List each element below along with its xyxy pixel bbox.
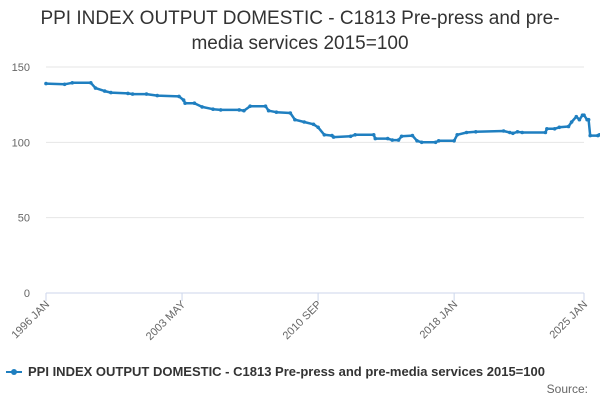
data-point: [415, 139, 419, 143]
chart-title-line-2: media services 2015=100: [191, 33, 409, 54]
data-point: [511, 131, 515, 136]
data-point: [89, 81, 93, 85]
x-tick-label: 2018 JAN: [418, 299, 461, 342]
data-point: [501, 129, 506, 133]
x-tick-label: 2003 MAY: [144, 298, 189, 343]
data-point: [293, 117, 297, 122]
data-point: [433, 140, 438, 145]
data-point: [552, 127, 557, 131]
data-point: [410, 133, 415, 138]
data-point: [102, 89, 107, 93]
axes: 0 50 100 150 1996 JAN 2003 MAY 2010 SEP 2018 JA…: [9, 62, 590, 343]
data-point: [316, 125, 320, 130]
data-point: [371, 133, 376, 137]
data-point: [181, 98, 186, 102]
x-tick-label: 2010 SEP: [281, 299, 325, 343]
data-point: [508, 130, 512, 135]
data-point: [311, 122, 316, 127]
data-point: [353, 133, 358, 137]
data-point: [543, 130, 548, 135]
data-point: [192, 101, 197, 105]
data-point: [348, 134, 353, 139]
data-point: [288, 111, 293, 115]
data-point: [597, 133, 600, 137]
y-tick-label: 150: [12, 62, 30, 74]
grid-lines: [46, 66, 584, 219]
data-point: [177, 94, 181, 99]
legend[interactable]: PPI INDEX OUTPUT DOMESTIC - C1813 Pre-pr…: [6, 364, 545, 379]
data-point: [390, 138, 395, 142]
data-point: [248, 104, 252, 108]
data-point: [436, 139, 441, 143]
data-point: [70, 81, 75, 85]
data-point: [588, 133, 592, 138]
data-point: [464, 130, 469, 135]
data-point: [574, 114, 579, 119]
data-point: [93, 86, 98, 90]
data-point: [419, 140, 424, 145]
y-tick-label: 100: [12, 137, 30, 149]
data-point: [452, 139, 456, 143]
data-point: [144, 92, 149, 96]
data-point: [218, 108, 223, 112]
data-point: [373, 136, 378, 141]
legend-label: PPI INDEX OUTPUT DOMESTIC - C1813 Pre-pr…: [28, 364, 545, 379]
data-point: [274, 110, 279, 114]
data-point: [399, 134, 404, 139]
source-label: Source:: [546, 382, 588, 396]
data-point: [474, 130, 478, 134]
data-point: [242, 108, 246, 113]
data-point: [455, 133, 460, 137]
x-tick-label: 2025 JAN: [547, 299, 590, 342]
data-point: [263, 104, 268, 108]
data-point: [183, 101, 187, 105]
data-point: [396, 138, 401, 142]
data-point: [44, 81, 48, 86]
y-tick-label: 50: [18, 213, 30, 225]
data-point: [385, 136, 390, 141]
data-point: [109, 90, 113, 95]
data-point: [582, 113, 586, 117]
chart-title-line-1: PPI INDEX OUTPUT DOMESTIC - C1813 Pre-pr…: [40, 8, 560, 29]
data-point: [130, 92, 135, 96]
data-point: [62, 82, 67, 87]
data-point: [520, 130, 524, 135]
data-point: [557, 125, 562, 130]
data-point: [302, 120, 307, 124]
data-point: [569, 120, 574, 124]
data-point: [322, 133, 327, 137]
data-point: [577, 117, 582, 122]
data-point: [515, 130, 520, 134]
data-point: [586, 117, 591, 122]
series-line: [44, 81, 600, 144]
x-tick-label: 1996 JAN: [9, 299, 52, 342]
data-point: [126, 91, 130, 96]
y-tick-label: 0: [24, 288, 30, 300]
data-point: [155, 93, 160, 98]
data-point: [331, 135, 336, 139]
data-point: [545, 127, 549, 131]
legend-swatch-icon: [6, 366, 22, 378]
data-point: [211, 107, 215, 111]
series-layer: [44, 81, 600, 145]
data-point: [566, 124, 571, 129]
data-point: [266, 108, 271, 113]
data-point: [200, 105, 204, 109]
data-point: [237, 108, 241, 112]
chart-title: PPI INDEX OUTPUT DOMESTIC - C1813 Pre-pr…: [0, 6, 600, 56]
